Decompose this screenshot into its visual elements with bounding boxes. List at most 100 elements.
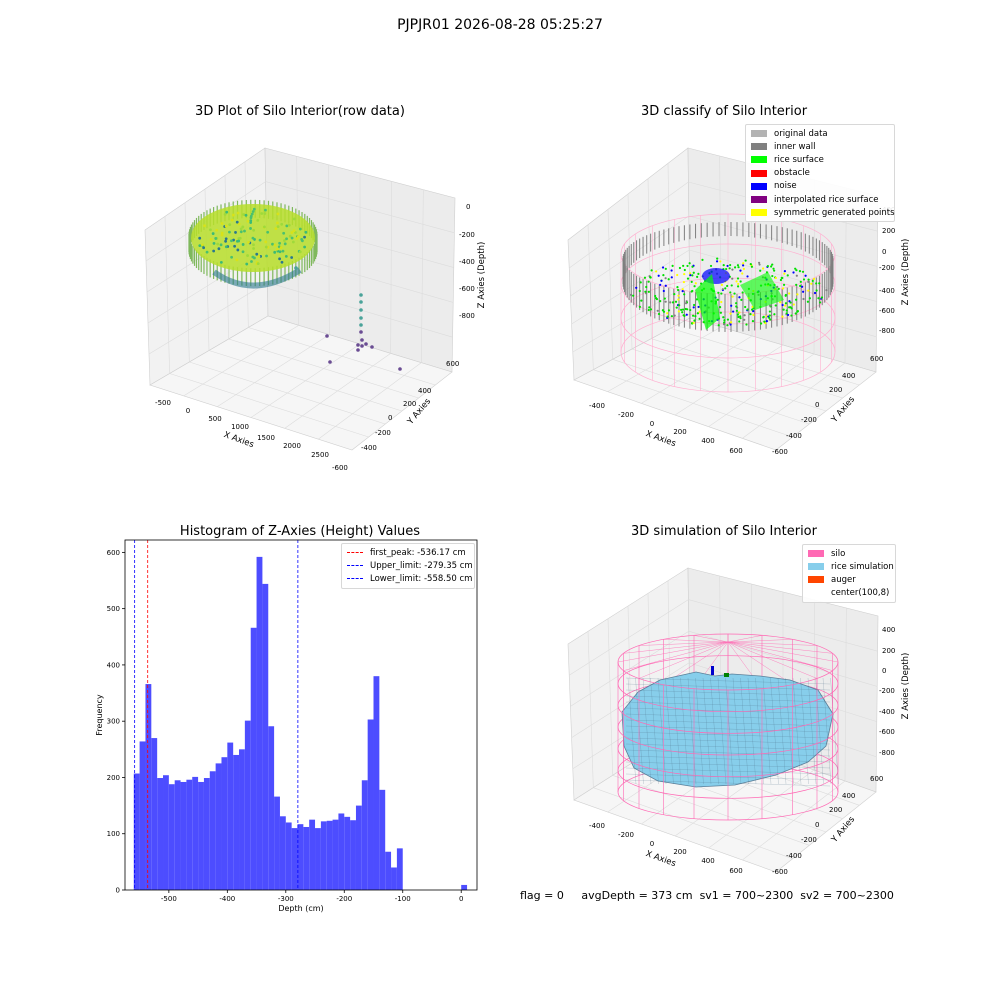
classified-point (773, 313, 776, 316)
classified-point (736, 313, 739, 316)
classified-point (751, 320, 755, 323)
surface-point (249, 214, 253, 218)
classified-point (716, 298, 719, 301)
outlier-point (360, 344, 364, 348)
classified-point (724, 287, 727, 290)
classified-point (730, 284, 733, 287)
classified-point (657, 274, 660, 277)
panel2-xtick: 600 (729, 447, 742, 455)
grid-line (572, 283, 690, 353)
panel2-ztick: 200 (882, 227, 895, 235)
panel3-plot: -500 -400 -300 -200 -100 0 0 100 200 300 400 500 60… (95, 539, 478, 913)
panel1-xtick: 1000 (231, 423, 249, 431)
classified-point (632, 294, 635, 297)
panel2-xtick: 400 (701, 437, 714, 445)
mesh-line (822, 677, 832, 785)
classified-point (795, 283, 798, 286)
histogram-bar (262, 583, 269, 890)
grid-line (587, 631, 594, 788)
mesh-line (777, 677, 787, 785)
classified-point (690, 290, 693, 293)
panel4-plot: -400 -200 0 200 400 600 600 400 200 0 -2… (567, 567, 911, 876)
grid-line (667, 163, 671, 329)
classified-point (688, 262, 691, 265)
classified-point (726, 324, 729, 327)
classified-point (693, 303, 696, 307)
surface-point (224, 237, 228, 241)
surface-point (246, 254, 249, 257)
grid-line (164, 216, 170, 374)
classified-point (684, 307, 687, 311)
classified-point (818, 282, 821, 285)
panel2-xtick: 200 (673, 428, 686, 436)
surface-point (232, 238, 235, 242)
surface-point (252, 228, 256, 232)
classified-point (729, 312, 732, 315)
surface-point (247, 240, 250, 244)
panel1-xtick: -500 (155, 399, 171, 407)
mesh-line (792, 677, 802, 785)
wall-point (212, 267, 302, 289)
classified-point (739, 317, 742, 320)
surface-point (237, 239, 241, 243)
classified-point (640, 299, 643, 302)
classified-point (659, 299, 662, 303)
classified-point (635, 286, 638, 289)
classified-point (674, 300, 678, 303)
figure-title: PJPJR01 2026-08-28 05:25:27 (397, 17, 603, 33)
surface-point (264, 208, 267, 212)
classified-point (743, 318, 746, 321)
classified-point (681, 311, 684, 314)
classified-point (771, 263, 774, 266)
silo-roof-line (727, 641, 833, 654)
classified-point (680, 308, 683, 312)
surface-point (220, 231, 224, 235)
classified-point (782, 283, 786, 286)
classified-point (801, 270, 805, 273)
grid-line (627, 193, 633, 350)
mesh-line (807, 677, 817, 785)
panel4-xtick: 200 (673, 848, 686, 856)
classified-point (735, 309, 738, 312)
histogram-bar (367, 719, 374, 890)
classified-point (689, 274, 692, 277)
classified-point (794, 267, 797, 270)
classified-point (683, 268, 686, 272)
classified-point (798, 270, 802, 273)
classified-point (777, 287, 780, 290)
classified-point (779, 278, 783, 282)
histogram-bar (250, 627, 257, 890)
surface-point (203, 224, 206, 228)
surface-point (239, 227, 243, 231)
classified-point (691, 274, 694, 277)
classified-point (736, 277, 740, 280)
classified-point (773, 269, 776, 272)
outlier-point (328, 360, 332, 364)
y-tick-label: 500 (107, 605, 120, 613)
legend-item: rice simulation (808, 560, 894, 573)
classified-point (629, 293, 633, 296)
surface-point (212, 249, 216, 253)
grid-line (607, 618, 613, 776)
legend-label: inner wall (774, 141, 816, 152)
classified-point (717, 291, 720, 294)
classified-point (784, 304, 787, 307)
classified-point (677, 310, 680, 313)
surface-point (260, 212, 264, 215)
surface-point (280, 222, 284, 226)
classified-point (794, 298, 798, 301)
grid-line (318, 362, 422, 440)
classified-point (691, 265, 694, 268)
surface-point (198, 236, 202, 240)
mesh-line (732, 677, 742, 785)
classified-point (772, 267, 775, 270)
legend-swatch (751, 182, 767, 190)
classified-point (820, 296, 824, 299)
classified-point (783, 269, 786, 273)
y-tick-label: 600 (107, 549, 120, 557)
classified-point (758, 263, 761, 266)
classified-point (670, 315, 674, 318)
histogram-bar (268, 726, 275, 890)
classified-point (790, 314, 793, 317)
outlier-point (360, 338, 364, 342)
